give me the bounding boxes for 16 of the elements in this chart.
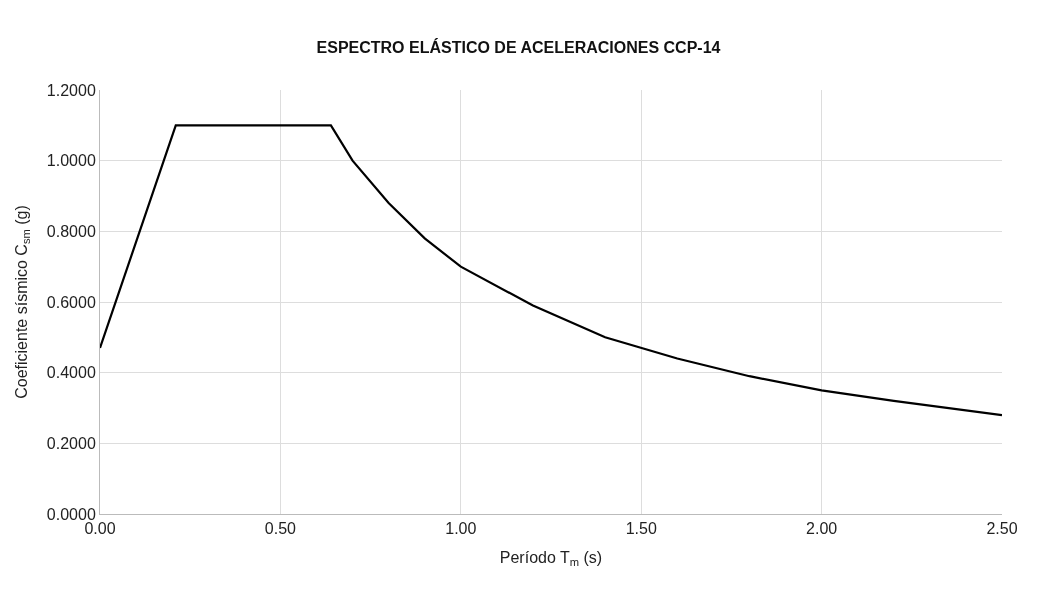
y-tick-label: 1.2000 xyxy=(46,81,96,99)
y-tick-label: 0.8000 xyxy=(46,222,96,240)
line-series xyxy=(100,124,1002,417)
x-axis-title: Período T$_{m}$ (s) xyxy=(499,548,603,569)
x-tick-label: 2.50 xyxy=(986,520,1018,538)
y-tick-label: 0.0000 xyxy=(46,505,96,523)
x-tick-label: 1.50 xyxy=(625,520,657,538)
y-tick-label: 0.2000 xyxy=(46,434,96,452)
y-tick-label: 0.4000 xyxy=(46,364,96,382)
y-tick-label: 0.6000 xyxy=(46,293,96,311)
chart-title: ESPECTRO ELÁSTICO DE ACELERACIONES CCP-14 xyxy=(316,37,721,56)
y-tick-label: 1.0000 xyxy=(46,152,96,170)
x-tick-label: 0.00 xyxy=(84,520,116,538)
x-tick-label: 2.00 xyxy=(806,520,838,538)
x-tick-label: 1.00 xyxy=(445,520,477,538)
x-tick-label: 0.50 xyxy=(264,520,297,538)
